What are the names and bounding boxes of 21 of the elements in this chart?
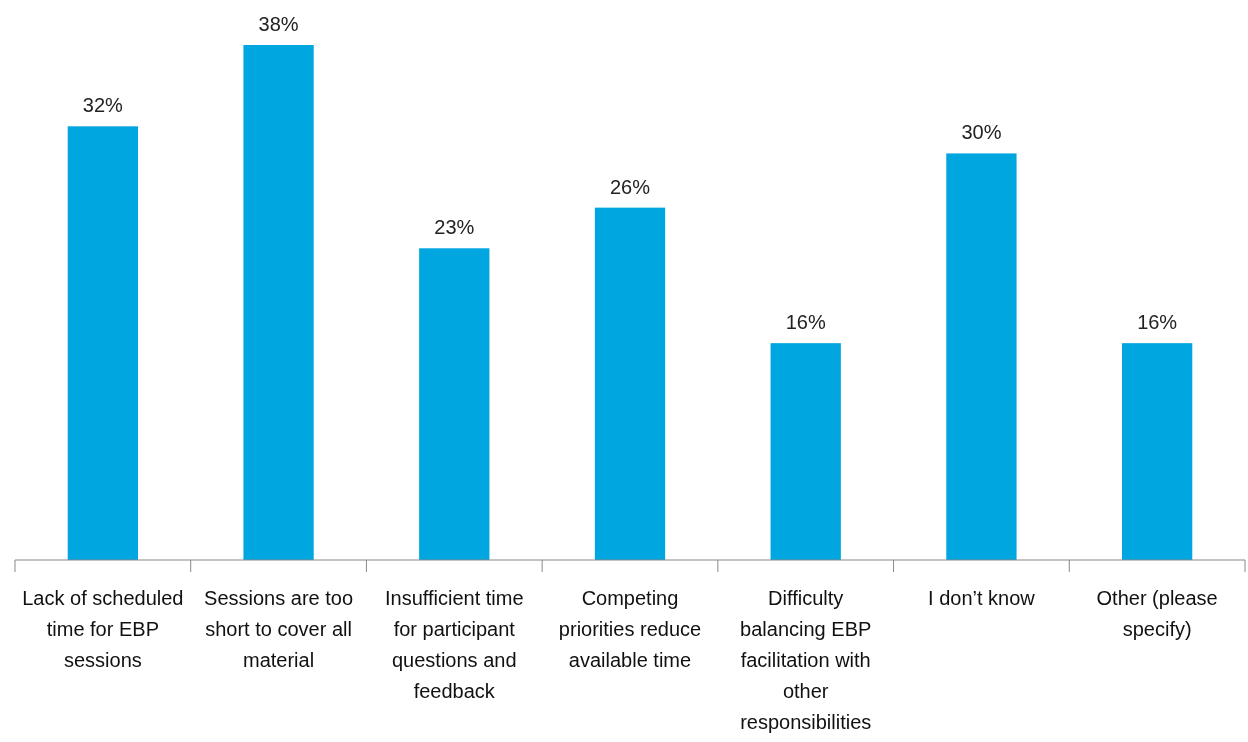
data-label: 30% bbox=[961, 121, 1002, 144]
x-tick-label: Competing priorities reduce available time bbox=[558, 587, 702, 671]
x-tick-label: Sessions are too short to cover all material bbox=[204, 587, 354, 671]
x-tick-label: Lack of scheduled time for EBP sessions bbox=[22, 587, 184, 671]
data-label: 26% bbox=[609, 175, 651, 198]
bar bbox=[946, 153, 1017, 560]
data-label: 38% bbox=[258, 13, 299, 35]
bar bbox=[67, 126, 138, 560]
bar bbox=[770, 343, 841, 560]
bar bbox=[243, 45, 314, 560]
data-label: 16% bbox=[1137, 311, 1178, 334]
bar bbox=[1122, 343, 1193, 560]
x-tick-label: Insufficient time for participant questions and feedback bbox=[384, 587, 524, 702]
x-tick-label: I don’t know bbox=[928, 587, 1036, 609]
data-label: 32% bbox=[82, 94, 124, 117]
bar bbox=[594, 207, 666, 560]
x-tick-label: Difficulty balancing EBP facilitation with other responsibilities bbox=[740, 587, 872, 733]
data-label: 16% bbox=[785, 311, 826, 334]
bar bbox=[419, 248, 490, 560]
data-label: 23% bbox=[434, 216, 475, 239]
x-tick-label: Other (please specify) bbox=[1096, 587, 1218, 640]
